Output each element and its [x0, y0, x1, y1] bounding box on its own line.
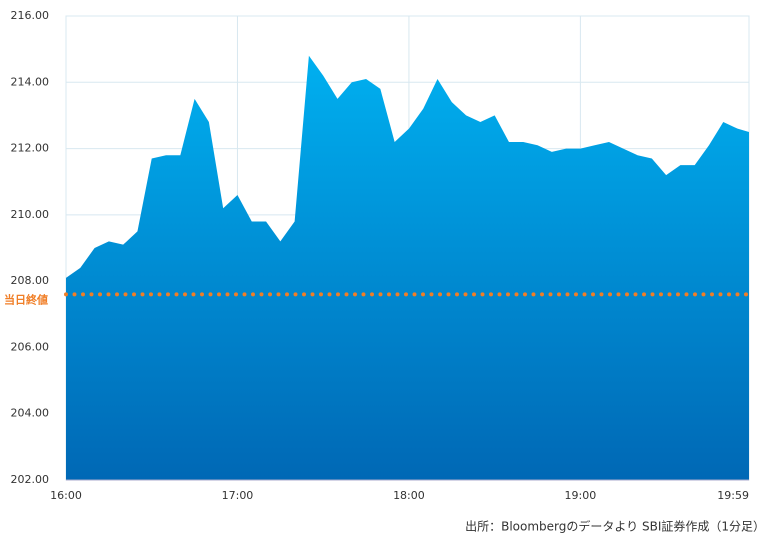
- x-tick-label: 19:00: [565, 489, 597, 502]
- area: [66, 55, 749, 481]
- y-tick-label: 204.00: [11, 407, 50, 420]
- y-tick-label: 206.00: [11, 340, 50, 353]
- x-tick-label: 19:59: [717, 489, 749, 502]
- reference-label: 当日終値: [4, 292, 48, 306]
- y-tick-label: 216.00: [11, 9, 50, 22]
- y-tick-label: 202.00: [11, 473, 50, 486]
- y-tick-label: 210.00: [11, 208, 50, 221]
- y-tick-label: 208.00: [11, 274, 50, 287]
- x-tick-label: 16:00: [50, 489, 82, 502]
- x-tick-label: 17:00: [222, 489, 254, 502]
- y-tick-label: 214.00: [11, 75, 50, 88]
- y-tick-label: 212.00: [11, 142, 50, 155]
- x-tick-label: 18:00: [393, 489, 425, 502]
- source-note: 出所：Bloombergのデータより SBI証券作成（1分足）: [465, 519, 765, 534]
